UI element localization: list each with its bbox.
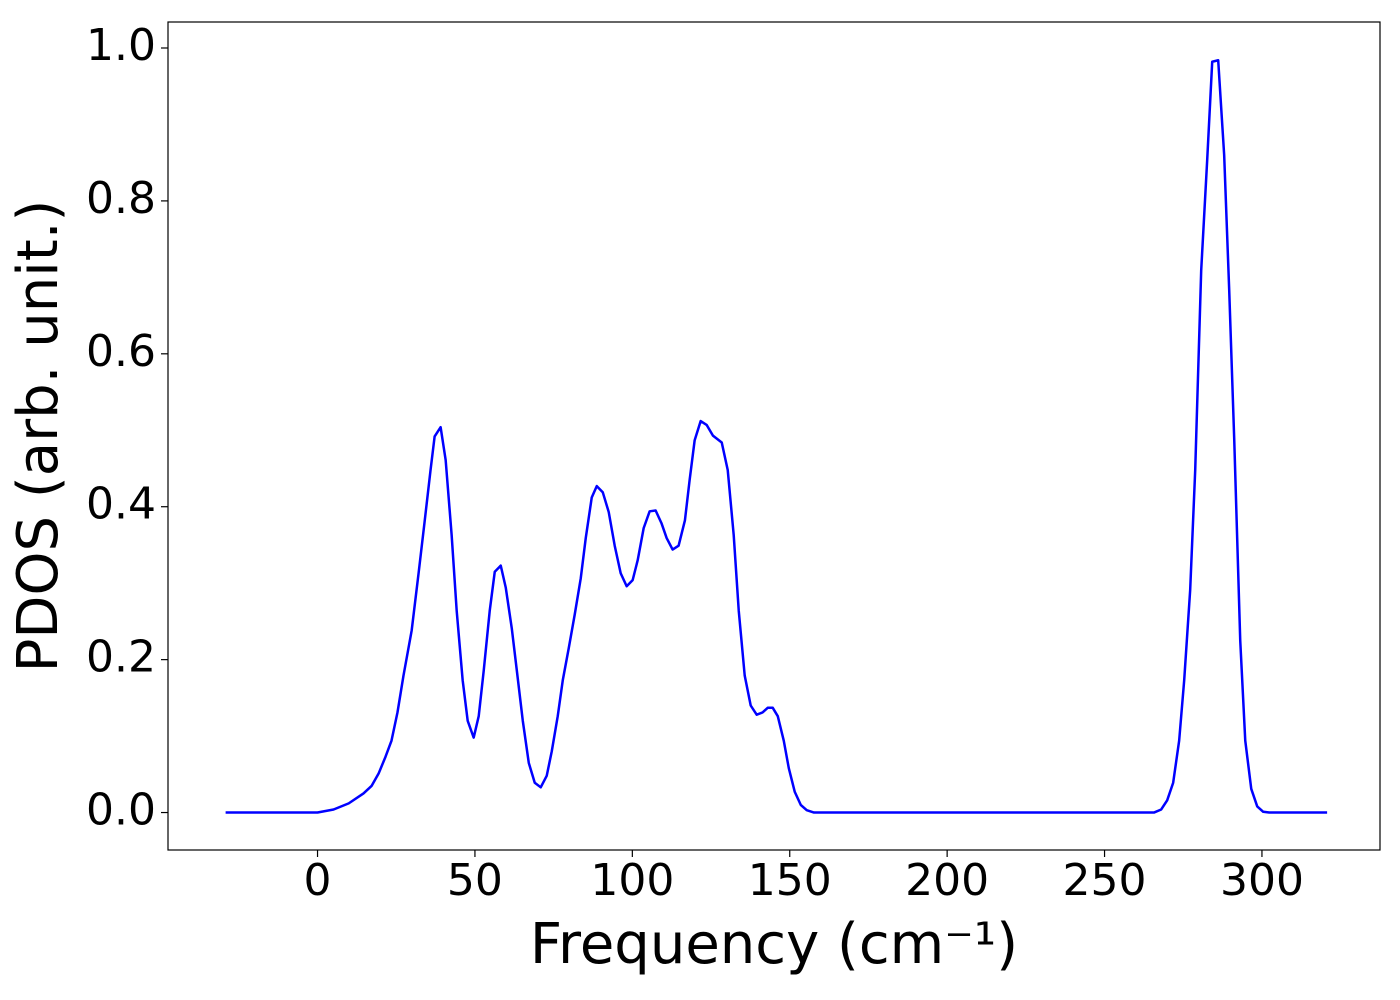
plot-frame — [167, 21, 1381, 851]
y-tick-label: 1.0 — [86, 20, 156, 71]
x-tick-label: 300 — [1220, 855, 1304, 906]
pdos-line — [225, 58, 1328, 814]
y-axis-label: PDOS (arb. unit.) — [6, 200, 71, 673]
x-tick-label: 250 — [1063, 855, 1147, 906]
y-tick-label: 0.8 — [86, 173, 156, 224]
y-tick-label: 0.2 — [86, 632, 156, 683]
y-tick-label: 0.6 — [86, 326, 156, 377]
x-tick-label: 50 — [447, 855, 503, 906]
x-tick-label: 100 — [590, 855, 674, 906]
x-tick-label: 200 — [905, 855, 989, 906]
y-tick-label: 0.4 — [86, 479, 156, 530]
y-tick-label: 0.0 — [86, 785, 156, 836]
x-axis-label: Frequency (cm⁻¹) — [530, 912, 1018, 977]
x-tick-label: 0 — [304, 855, 332, 906]
x-tick-label: 150 — [748, 855, 832, 906]
